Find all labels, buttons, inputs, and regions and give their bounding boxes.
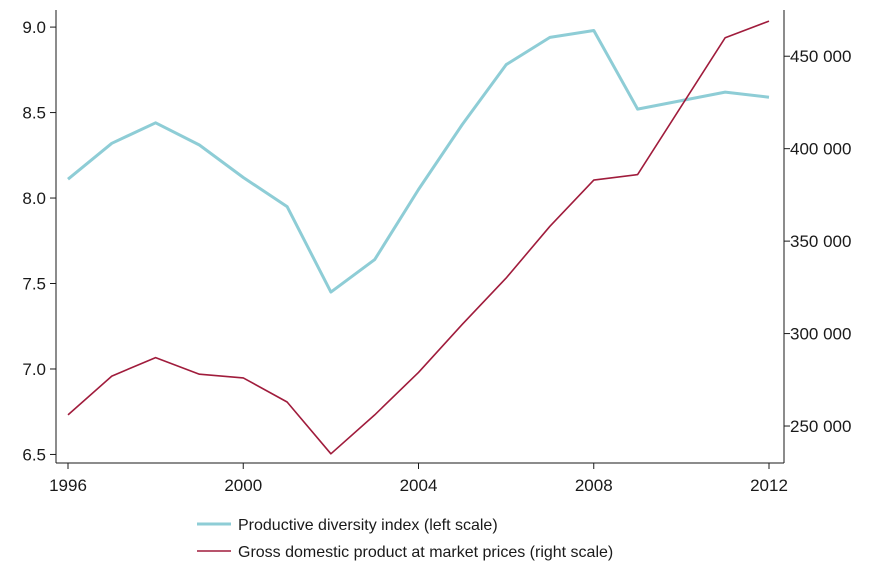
right-tick-label: 250 000 — [790, 417, 851, 436]
left-tick-label: 7.5 — [22, 275, 46, 294]
legend-item: Gross domestic product at market prices … — [197, 544, 613, 561]
x-tick-label: 2000 — [224, 476, 262, 495]
left-tick-label: 9.0 — [22, 18, 46, 37]
x-tick-label: 2008 — [575, 476, 613, 495]
legend-item: Productive diversity index (left scale) — [197, 517, 498, 534]
right-tick-label: 350 000 — [790, 232, 851, 251]
series-line-productive-diversity — [67, 29, 770, 294]
legend: Productive diversity index (left scale) G… — [197, 517, 613, 561]
legend-label: Gross domestic product at market prices … — [238, 544, 613, 561]
x-tick-label: 1996 — [49, 476, 87, 495]
series-line-gdp — [67, 20, 770, 455]
right-tick-label: 400 000 — [790, 140, 851, 159]
left-tick-label: 8.0 — [22, 189, 46, 208]
legend-label: Productive diversity index (left scale) — [238, 517, 498, 534]
plot-area — [67, 20, 770, 455]
right-tick-label: 450 000 — [790, 47, 851, 66]
left-tick-label: 6.5 — [22, 445, 46, 464]
x-tick-label: 2004 — [400, 476, 438, 495]
right-axis: 250 000 300 000 350 000 400 000 450 000 — [783, 10, 851, 463]
left-axis: 6.5 7.0 7.5 8.0 8.5 9.0 — [22, 10, 57, 464]
x-axis: 1996 2000 2004 2008 2012 — [49, 462, 788, 495]
left-tick-label: 7.0 — [22, 360, 46, 379]
x-tick-label: 2012 — [750, 476, 788, 495]
left-tick-label: 8.5 — [22, 104, 46, 123]
right-tick-label: 300 000 — [790, 325, 851, 344]
